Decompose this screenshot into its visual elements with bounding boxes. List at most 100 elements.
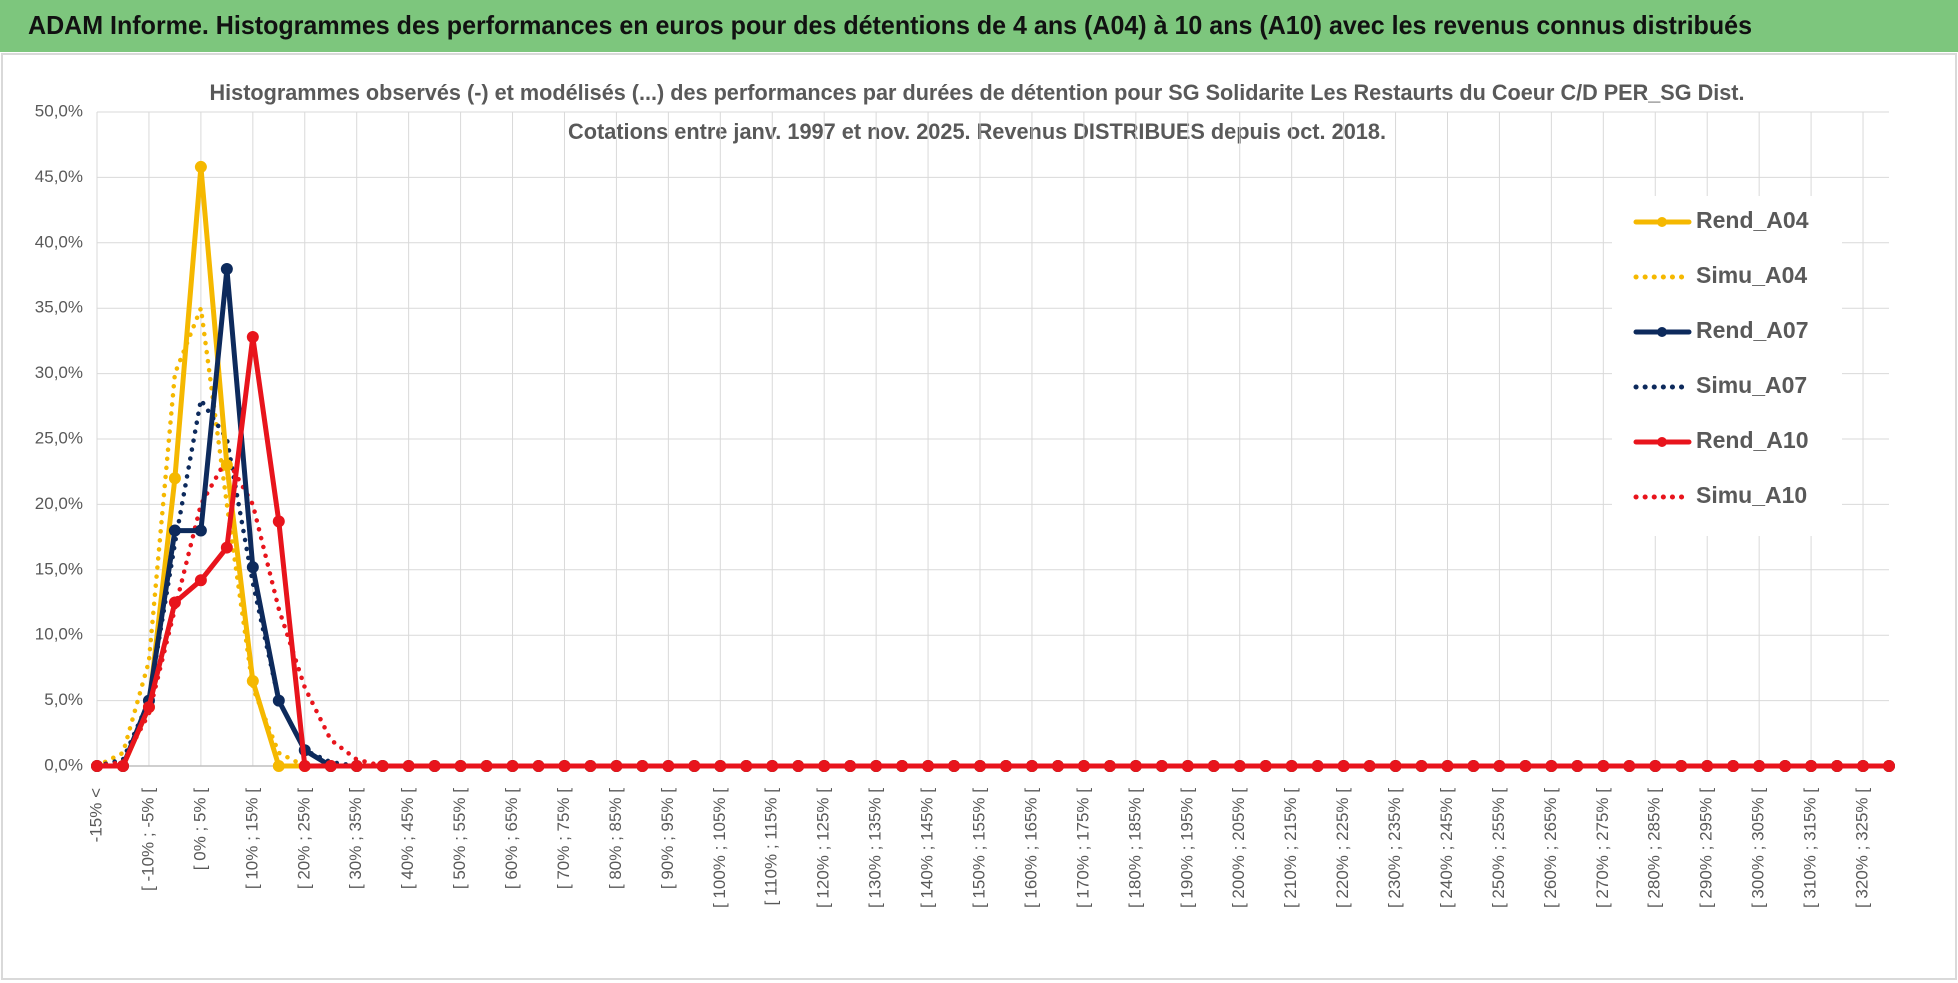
x-tick-label: [ 40% ; 45% [ xyxy=(398,788,417,889)
y-tick-label: 50,0% xyxy=(35,101,83,120)
x-tick-label: [ 140% ; 145% [ xyxy=(918,788,937,908)
point-marker xyxy=(142,701,155,714)
x-tick-label: [ 210% ; 215% [ xyxy=(1281,788,1300,908)
point-marker xyxy=(272,515,285,528)
point-marker xyxy=(1727,760,1740,772)
point-marker xyxy=(480,760,493,772)
point-marker xyxy=(1233,760,1246,772)
x-tick-label: [ 310% ; 315% [ xyxy=(1801,788,1820,908)
point-marker xyxy=(324,760,337,772)
point-marker xyxy=(1519,760,1532,772)
point-marker xyxy=(688,760,701,772)
point-marker xyxy=(1025,760,1038,772)
x-tick-label: [ -10% ; -5% [ xyxy=(138,788,157,891)
point-marker xyxy=(740,760,753,772)
header-band xyxy=(0,0,1958,52)
chart-subtitle: Cotations entre janv. 1997 et nov. 2025.… xyxy=(568,119,1386,144)
point-marker xyxy=(1207,760,1220,772)
x-tick-label: [ 90% ; 95% [ xyxy=(658,788,677,889)
point-marker xyxy=(1259,760,1272,772)
point-marker xyxy=(272,760,285,772)
point-marker xyxy=(896,760,909,772)
point-marker xyxy=(1415,760,1428,772)
point-marker xyxy=(1389,760,1402,772)
x-tick-label: [ 260% ; 265% [ xyxy=(1541,788,1560,908)
x-tick-label: [ 250% ; 255% [ xyxy=(1489,788,1508,908)
x-tick-label: [ 100% ; 105% [ xyxy=(710,788,729,908)
x-tick-label: [ 150% ; 155% [ xyxy=(969,788,988,908)
x-tick-label: [ 160% ; 165% [ xyxy=(1021,788,1040,908)
x-tick-label: [ 230% ; 235% [ xyxy=(1385,788,1404,908)
chart-title: Histogrammes observés (-) et modélisés (… xyxy=(210,80,1745,105)
point-marker xyxy=(1805,760,1818,772)
point-marker xyxy=(1181,760,1194,772)
x-tick-label: [ 70% ; 75% [ xyxy=(554,788,573,889)
point-marker xyxy=(584,760,597,772)
point-marker xyxy=(922,760,935,772)
point-marker xyxy=(974,760,987,772)
header-title: ADAM Informe. Histogrammes des performan… xyxy=(28,10,1752,40)
point-marker xyxy=(168,472,181,485)
point-marker xyxy=(792,760,805,772)
x-tick-label: [ 240% ; 245% [ xyxy=(1437,788,1456,908)
point-marker xyxy=(91,760,103,772)
point-marker xyxy=(246,674,259,687)
legend-label: Rend_A10 xyxy=(1696,427,1808,453)
point-marker xyxy=(1649,760,1662,772)
point-marker xyxy=(1285,760,1298,772)
point-marker xyxy=(558,760,571,772)
y-tick-label: 45,0% xyxy=(35,167,83,186)
point-marker xyxy=(376,760,389,772)
point-marker xyxy=(194,574,207,587)
x-tick-label: [ 0% ; 5% [ xyxy=(190,788,209,870)
legend-label: Simu_A07 xyxy=(1696,372,1807,398)
legend-marker xyxy=(1657,327,1667,337)
x-tick-label: [ 220% ; 225% [ xyxy=(1333,788,1352,908)
x-tick-label: [ 110% ; 115% [ xyxy=(762,788,781,906)
plot xyxy=(91,160,1895,772)
x-tick-label: [ 170% ; 175% [ xyxy=(1073,788,1092,908)
point-marker xyxy=(1311,760,1324,772)
x-tick-label: [ 320% ; 325% [ xyxy=(1853,788,1872,908)
legend-marker xyxy=(1657,217,1667,227)
legend: Rend_A04 Simu_A04 Rend_A07 Simu_A07 Rend_A10… xyxy=(1612,196,1842,536)
point-marker xyxy=(610,760,623,772)
x-tick-label: [ 30% ; 35% [ xyxy=(346,788,365,889)
point-marker xyxy=(1623,760,1636,772)
point-marker xyxy=(1337,760,1350,772)
point-marker xyxy=(1675,760,1688,772)
point-marker xyxy=(246,561,259,574)
legend-label: Rend_A07 xyxy=(1696,317,1808,343)
y-tick-label: 15,0% xyxy=(35,559,83,578)
point-marker xyxy=(636,760,649,772)
point-marker xyxy=(1857,760,1870,772)
y-tick-label: 5,0% xyxy=(44,690,83,709)
x-tick-label: [ 300% ; 305% [ xyxy=(1749,788,1768,908)
point-marker xyxy=(1441,760,1454,772)
x-tick-label: [ 190% ; 195% [ xyxy=(1177,788,1196,908)
x-tick-label: [ 120% ; 125% [ xyxy=(814,788,833,908)
point-marker xyxy=(168,596,181,609)
point-marker xyxy=(532,760,545,772)
x-tick-label: [ 200% ; 205% [ xyxy=(1229,788,1248,908)
point-marker xyxy=(1831,760,1844,772)
point-marker xyxy=(246,330,259,343)
point-marker xyxy=(1077,760,1090,772)
point-marker xyxy=(220,459,233,472)
x-tick-label: [ 10% ; 15% [ xyxy=(242,788,261,889)
point-marker xyxy=(350,760,363,772)
x-tick-label: [ 50% ; 55% [ xyxy=(450,788,469,889)
y-tick-label: 20,0% xyxy=(35,494,83,513)
y-tick-label: 25,0% xyxy=(35,428,83,447)
point-marker xyxy=(402,760,415,772)
y-tick-label: 40,0% xyxy=(35,232,83,251)
y-tick-label: 10,0% xyxy=(35,625,83,644)
point-marker xyxy=(948,760,961,772)
point-marker xyxy=(818,760,831,772)
legend-label: Simu_A04 xyxy=(1696,262,1807,288)
legend-box xyxy=(1612,196,1842,536)
point-marker xyxy=(999,760,1012,772)
point-marker xyxy=(1571,760,1584,772)
point-marker xyxy=(194,524,207,537)
